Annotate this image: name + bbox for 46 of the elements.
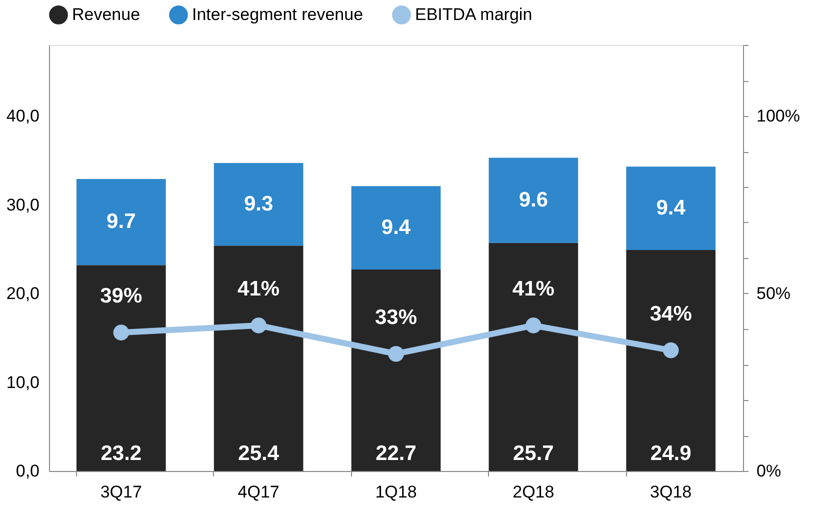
data-label: 22.7 xyxy=(376,442,416,465)
data-label: 9.3 xyxy=(244,192,274,216)
bar xyxy=(76,179,166,266)
bar xyxy=(351,270,441,471)
y2-tick-label: 100% xyxy=(756,106,800,126)
point xyxy=(388,346,404,362)
point xyxy=(113,324,130,340)
legend-label: Inter-segment revenue xyxy=(192,4,364,24)
data-label: 34% xyxy=(650,302,692,326)
bar xyxy=(626,166,716,250)
data-label: 9.7 xyxy=(106,210,136,234)
point xyxy=(662,342,679,358)
data-label: 33% xyxy=(374,306,418,329)
bar xyxy=(214,246,304,471)
data-label: 9.4 xyxy=(656,196,686,220)
data-label: 23.2 xyxy=(100,442,142,465)
data-label: 25.7 xyxy=(512,442,554,465)
bar xyxy=(488,158,578,243)
legend-label: EBITDA margin xyxy=(415,4,532,24)
y-tick-label: 0,0 xyxy=(16,462,40,480)
x-tick-label: 3Q17 xyxy=(100,482,142,502)
y-tick-label: 10,0 xyxy=(6,372,40,392)
bar xyxy=(488,242,578,471)
legend-label: Revenue xyxy=(72,4,140,24)
y-tick-label: 40,0 xyxy=(6,106,40,126)
data-label: 24.9 xyxy=(650,442,692,465)
data-label: 9.6 xyxy=(518,188,548,212)
y2-tick-label: 50% xyxy=(756,284,791,303)
x-tick-label: 1Q18 xyxy=(375,482,417,502)
data-label: 41% xyxy=(238,277,280,300)
data-label: 9.4 xyxy=(381,216,411,239)
data-label: 41% xyxy=(512,277,555,300)
data-label: 25.4 xyxy=(238,442,280,465)
data-label: 39% xyxy=(100,284,142,308)
point xyxy=(526,318,542,334)
y2-tick-label: 0% xyxy=(756,462,782,480)
x-tick-label: 2Q18 xyxy=(512,482,554,502)
bar xyxy=(76,265,166,471)
x-tick-label: 3Q18 xyxy=(650,482,692,502)
y-tick-label: 20,0 xyxy=(6,284,40,303)
bar xyxy=(351,186,441,270)
y-tick-label: 30,0 xyxy=(6,195,40,214)
bar xyxy=(626,250,716,471)
point xyxy=(250,318,266,334)
x-tick-label: 4Q17 xyxy=(238,482,280,502)
bar xyxy=(214,163,304,246)
